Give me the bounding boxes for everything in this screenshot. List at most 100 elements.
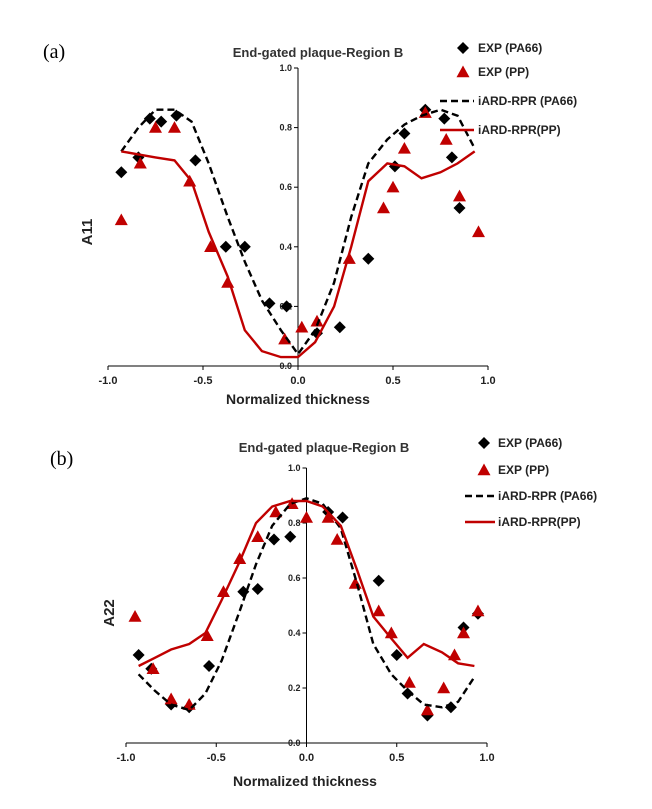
data-point xyxy=(149,121,162,133)
data-point xyxy=(321,511,335,523)
panel-label: (a) xyxy=(43,41,65,63)
data-point xyxy=(401,687,414,700)
series-line xyxy=(120,108,476,357)
legend-swatch xyxy=(478,437,490,449)
chart-title: End-gated plaque-Region B xyxy=(233,45,403,60)
data-point xyxy=(143,112,156,125)
data-point xyxy=(170,109,183,122)
data-point xyxy=(398,127,411,140)
series-line-2 xyxy=(137,497,476,712)
y-axis-label: A22 xyxy=(101,599,118,627)
series-markers-1 xyxy=(114,106,485,345)
data-point xyxy=(115,166,128,179)
y-tick-label: 0.0 xyxy=(288,738,301,748)
data-point xyxy=(263,297,276,310)
legend-swatch xyxy=(457,42,469,54)
data-point xyxy=(268,533,281,546)
data-point xyxy=(280,300,293,313)
legend-label: iARD-RPR(PP) xyxy=(478,123,561,137)
series-line-3 xyxy=(121,150,476,359)
y-tick-label: 1.0 xyxy=(288,463,301,473)
data-point xyxy=(200,629,214,641)
data-point xyxy=(372,604,386,617)
data-point xyxy=(219,240,232,253)
data-point xyxy=(155,115,168,128)
x-tick-label: 1.0 xyxy=(479,752,494,764)
data-point xyxy=(300,511,313,523)
series-line xyxy=(138,499,475,668)
data-point xyxy=(128,610,142,622)
data-point xyxy=(362,252,375,265)
data-point xyxy=(295,320,309,333)
data-point xyxy=(189,154,202,167)
data-point xyxy=(390,649,403,661)
data-point xyxy=(203,660,216,672)
legend-swatch xyxy=(477,463,491,476)
legend-label: EXP (PP) xyxy=(478,65,529,79)
y-tick-label: 0.6 xyxy=(279,182,292,192)
data-point xyxy=(233,552,247,564)
x-tick-label: 1.0 xyxy=(480,375,495,387)
data-point xyxy=(445,151,458,164)
legend-label: iARD-RPR (PA66) xyxy=(478,94,577,108)
data-point xyxy=(114,213,128,226)
data-point xyxy=(457,626,471,639)
data-point xyxy=(284,530,297,543)
panel-label: (b) xyxy=(50,448,73,470)
data-point xyxy=(133,156,147,169)
data-point xyxy=(402,676,416,688)
legend-label: EXP (PP) xyxy=(498,463,549,477)
legend-swatch xyxy=(456,65,470,78)
data-point xyxy=(453,189,466,202)
data-point xyxy=(439,133,453,145)
data-point xyxy=(204,240,218,252)
data-point xyxy=(216,585,230,597)
y-axis-label: A11 xyxy=(79,219,96,246)
y-tick-label: 0.2 xyxy=(288,683,301,693)
data-point xyxy=(269,505,283,518)
chart-panel-a: (a) End-gated plaque-Region B -1.0 -0.5 0.0 0… xyxy=(43,41,577,407)
x-tick-label: -1.0 xyxy=(99,375,118,387)
legend: EXP (PA66) EXP (PP) iARD-RPR (PA66) iARD-RP… xyxy=(440,41,577,137)
data-point xyxy=(397,141,411,154)
series-line xyxy=(137,497,476,712)
series-markers-0 xyxy=(115,103,466,340)
data-point xyxy=(453,202,466,215)
data-point xyxy=(386,180,400,193)
series-line-3 xyxy=(138,499,475,668)
y-tick-label: 0.4 xyxy=(279,242,292,252)
y-tick-label: 0.6 xyxy=(288,573,301,583)
data-point xyxy=(132,649,145,661)
data-point xyxy=(372,574,385,587)
x-axis-label: Normalized thickness xyxy=(226,391,370,407)
data-point xyxy=(164,692,178,705)
x-tick-label: 0.5 xyxy=(385,375,400,387)
data-point xyxy=(472,225,485,238)
x-tick-label: 0.0 xyxy=(290,375,305,387)
x-tick-label: -0.5 xyxy=(194,375,213,387)
data-point xyxy=(168,121,181,133)
series-line xyxy=(121,150,476,359)
data-point xyxy=(310,314,324,327)
chart-panel-b: (b) End-gated plaque-Region B -1.0 -0.5 0.0 0… xyxy=(50,436,597,789)
y-tick-label: 0.8 xyxy=(288,518,301,528)
x-tick-label: -1.0 xyxy=(117,752,136,764)
legend-label: iARD-RPR (PA66) xyxy=(498,489,597,503)
x-tick-label: 0.5 xyxy=(389,752,404,764)
data-point xyxy=(146,662,160,674)
data-point xyxy=(238,240,251,253)
data-point xyxy=(420,703,434,716)
data-point xyxy=(251,530,265,542)
y-tick-label: 1.0 xyxy=(279,63,292,73)
chart-title: End-gated plaque-Region B xyxy=(239,440,409,455)
y-tick-label: 0.4 xyxy=(288,628,301,638)
data-point xyxy=(336,511,349,524)
legend-label: EXP (PA66) xyxy=(478,41,542,55)
y-tick-label: 0.0 xyxy=(279,361,292,371)
series-markers-0 xyxy=(132,506,484,722)
x-axis-label: Normalized thickness xyxy=(233,773,377,789)
data-point xyxy=(471,604,485,617)
data-point xyxy=(377,201,390,214)
x-tick-label: 0.0 xyxy=(299,752,314,764)
